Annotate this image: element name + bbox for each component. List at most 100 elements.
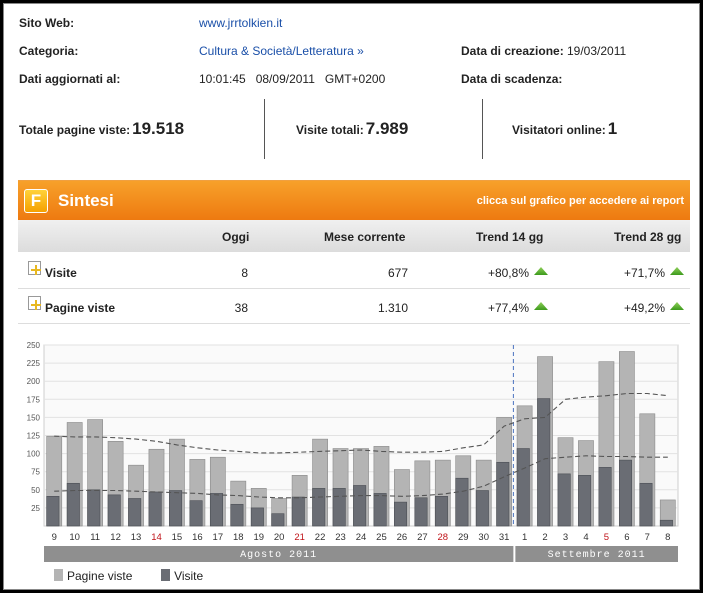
- add-report-icon: [28, 296, 41, 310]
- bar-visits: [87, 489, 101, 527]
- total-visits-label: Visite totali:: [296, 123, 364, 137]
- category-label: Categoria:: [19, 44, 79, 58]
- y-tick-label: 150: [27, 413, 41, 422]
- site-row: Sito Web: www.jrrtolkien.it: [4, 16, 699, 36]
- updated-value: 10:01:45 08/09/2011 GMT+0200: [199, 72, 386, 86]
- month-band: [44, 546, 514, 562]
- bar-visits: [148, 491, 162, 527]
- site-label: Sito Web:: [19, 16, 75, 30]
- trend-line-pageviews: [54, 392, 668, 454]
- total-pageviews: Totale pagine viste: 19.518: [19, 119, 184, 139]
- legend-swatch: [161, 569, 171, 581]
- month-band: [515, 546, 678, 562]
- x-tick-label: 4: [583, 532, 588, 543]
- bar-visits: [250, 507, 264, 527]
- trend14-value: +77,4%: [487, 301, 529, 315]
- expiry-label: Data di scadenza:: [461, 72, 563, 86]
- y-tick-label: 250: [27, 341, 41, 350]
- bar-visits: [455, 477, 469, 527]
- divider: [264, 99, 265, 159]
- x-tick-label: 13: [131, 532, 142, 543]
- bar-visits: [598, 467, 612, 527]
- x-tick-label: 1: [522, 532, 527, 543]
- x-tick-label: 19: [253, 532, 264, 543]
- x-tick-label: 16: [192, 532, 203, 543]
- x-tick-label: 24: [356, 532, 367, 543]
- add-report-icon: [28, 261, 41, 275]
- x-tick-label: 5: [604, 532, 609, 543]
- y-tick-label: 200: [27, 377, 41, 386]
- bar-visits: [373, 493, 387, 527]
- row-trend14: +80,8%: [488, 266, 548, 280]
- x-tick-label: 10: [69, 532, 80, 543]
- y-tick-label: 75: [31, 468, 40, 477]
- bar-visits: [516, 448, 530, 527]
- trend28-value: +71,7%: [623, 266, 665, 280]
- bar-visits: [353, 485, 367, 527]
- y-tick-label: 225: [27, 359, 41, 368]
- bar-visits: [475, 490, 489, 527]
- created-value: 19/03/2011: [567, 44, 627, 58]
- bar-visits: [557, 473, 571, 527]
- x-tick-label: 8: [665, 532, 670, 543]
- totals-strip: Totale pagine viste: 19.518 Visite totali…: [4, 99, 699, 161]
- bar-visits: [619, 459, 633, 527]
- y-tick-label: 100: [27, 450, 41, 459]
- bar-visits: [434, 496, 448, 527]
- trend14-value: +80,8%: [487, 266, 529, 280]
- updated-label: Dati aggiornati al:: [19, 72, 121, 86]
- row-mese: 1.310: [377, 301, 408, 315]
- legend-pageviews: Pagine viste: [67, 569, 133, 583]
- trend28-value: +49,2%: [623, 301, 665, 315]
- divider: [482, 99, 483, 159]
- trend-up-icon: [670, 302, 684, 310]
- updated-row: Dati aggiornati al: 10:01:45 08/09/2011 …: [4, 72, 699, 92]
- x-tick-label: 12: [110, 532, 121, 543]
- bar-visits: [46, 496, 60, 527]
- report-panel: Sito Web: www.jrrtolkien.it Categoria: C…: [3, 3, 700, 590]
- trend-up-icon: [670, 267, 684, 275]
- category-link[interactable]: Cultura & Società/Letteratura »: [199, 44, 364, 58]
- row-mese: 677: [387, 266, 408, 280]
- x-tick-label: 21: [294, 532, 305, 543]
- row-label: Pagine viste: [45, 301, 116, 315]
- bar-visits: [312, 488, 326, 527]
- summary-row-visits[interactable]: Visite 8 677 +80,8% +71,7%: [18, 254, 690, 289]
- row-label: Visite: [45, 266, 77, 280]
- x-tick-label: 9: [52, 532, 57, 543]
- row-oggi: 8: [241, 266, 248, 280]
- trend-up-icon: [534, 302, 548, 310]
- bar-visits: [291, 496, 305, 527]
- row-trend28: +49,2%: [624, 301, 684, 315]
- summary-row-pageviews[interactable]: Pagine viste 38 1.310 +77,4% +49,2%: [18, 289, 690, 324]
- report-link[interactable]: clicca sul grafico per accedere ai repor…: [476, 195, 684, 207]
- summary-header: Oggi Mese corrente Trend 14 gg Trend 28 …: [18, 220, 690, 252]
- online-visitors: Visitatori online: 1: [512, 119, 617, 139]
- bar-visits: [128, 498, 142, 527]
- bar-visits: [169, 490, 183, 527]
- bar-visits: [332, 488, 346, 527]
- x-tick-label: 11: [90, 532, 100, 543]
- bar-visits: [394, 501, 408, 527]
- x-tick-label: 25: [376, 532, 387, 543]
- month-label: Settembre 2011: [548, 549, 646, 561]
- site-link[interactable]: www.jrrtolkien.it: [199, 16, 283, 30]
- x-tick-label: 6: [624, 532, 629, 543]
- x-tick-label: 27: [417, 532, 428, 543]
- bar-visits: [578, 475, 592, 527]
- x-tick-label: 22: [315, 532, 326, 543]
- sintesi-header: F Sintesi clicca sul grafico per acceder…: [18, 180, 690, 220]
- bar-visits: [496, 461, 510, 527]
- col-trend28: Trend 28 gg: [614, 230, 682, 244]
- total-visits-value: 7.989: [365, 119, 409, 138]
- bar-visits: [659, 519, 673, 527]
- x-tick-label: 14: [151, 532, 162, 543]
- y-tick-label: 50: [31, 486, 40, 495]
- bar-visits: [414, 497, 428, 527]
- bar-visits: [271, 513, 285, 527]
- row-oggi: 38: [234, 301, 248, 315]
- category-row: Categoria: Cultura & Società/Letteratura…: [4, 44, 699, 64]
- row-trend28: +71,7%: [624, 266, 684, 280]
- online-visitors-label: Visitatori online:: [512, 123, 606, 137]
